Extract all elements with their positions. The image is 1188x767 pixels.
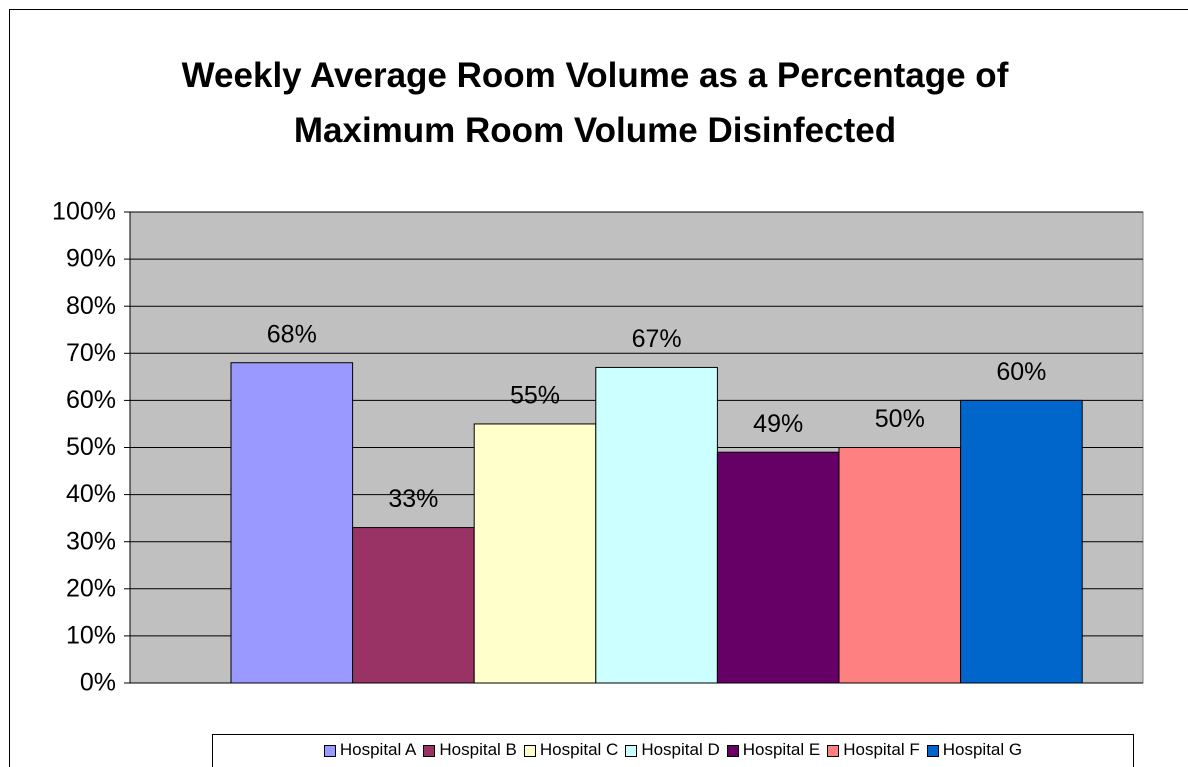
- legend-swatch: [726, 745, 739, 757]
- legend-swatch: [625, 745, 638, 757]
- data-label: 67%: [632, 325, 682, 353]
- legend-item: Hospital F: [827, 740, 920, 767]
- legend-label: Hospital F: [843, 740, 920, 759]
- data-label: 50%: [875, 405, 925, 433]
- y-tick-label: 60%: [66, 386, 116, 414]
- data-label: 49%: [753, 410, 803, 438]
- legend-swatch: [926, 745, 939, 757]
- bar: [960, 399, 1083, 684]
- legend-item: Hospital B: [423, 740, 517, 767]
- legend-swatch: [423, 745, 436, 757]
- y-tick-label: 100%: [52, 198, 116, 226]
- bar: [352, 527, 475, 684]
- y-tick-label: 20%: [66, 574, 116, 602]
- y-tick-label: 30%: [66, 527, 116, 555]
- legend-item: Hospital A: [323, 740, 417, 767]
- legend-label: Hospital C: [539, 740, 619, 759]
- legend-swatch: [827, 745, 840, 757]
- data-label: 55%: [510, 382, 560, 410]
- y-tick-label: 70%: [66, 339, 116, 367]
- bar: [230, 362, 354, 684]
- bar: [838, 447, 962, 684]
- y-tick-label: 50%: [66, 433, 116, 461]
- legend-item: Hospital C: [523, 740, 619, 767]
- legend-label: Hospital D: [641, 740, 720, 759]
- legend-label: Hospital E: [742, 740, 821, 759]
- legend-item: Hospital E: [726, 740, 821, 767]
- y-tick-label: 0%: [80, 669, 116, 697]
- legend-item: Hospital D: [625, 740, 720, 767]
- data-label: 60%: [996, 358, 1046, 386]
- chart-title: Weekly Average Room Volume as a Percenta…: [181, 56, 1009, 150]
- chart-frame: [9, 9, 1188, 767]
- legend-swatch: [323, 745, 336, 757]
- legend-item: Hospital G: [926, 740, 1023, 767]
- legend-label: Hospital B: [439, 740, 517, 759]
- legend-swatch: [523, 745, 536, 757]
- y-tick-label: 90%: [66, 245, 116, 273]
- legend: Hospital A Hospital B Hospital C Hospital D…: [212, 734, 1134, 767]
- legend-label: Hospital A: [339, 740, 417, 759]
- y-tick-label: 40%: [66, 480, 116, 508]
- bar: [716, 451, 840, 684]
- y-tick-label: 10%: [66, 622, 116, 650]
- bar: [595, 366, 718, 684]
- y-tick-label: 80%: [66, 292, 116, 320]
- legend-label: Hospital G: [942, 740, 1023, 759]
- bar: [473, 423, 597, 684]
- data-label: 33%: [388, 485, 438, 513]
- data-label: 68%: [267, 320, 317, 348]
